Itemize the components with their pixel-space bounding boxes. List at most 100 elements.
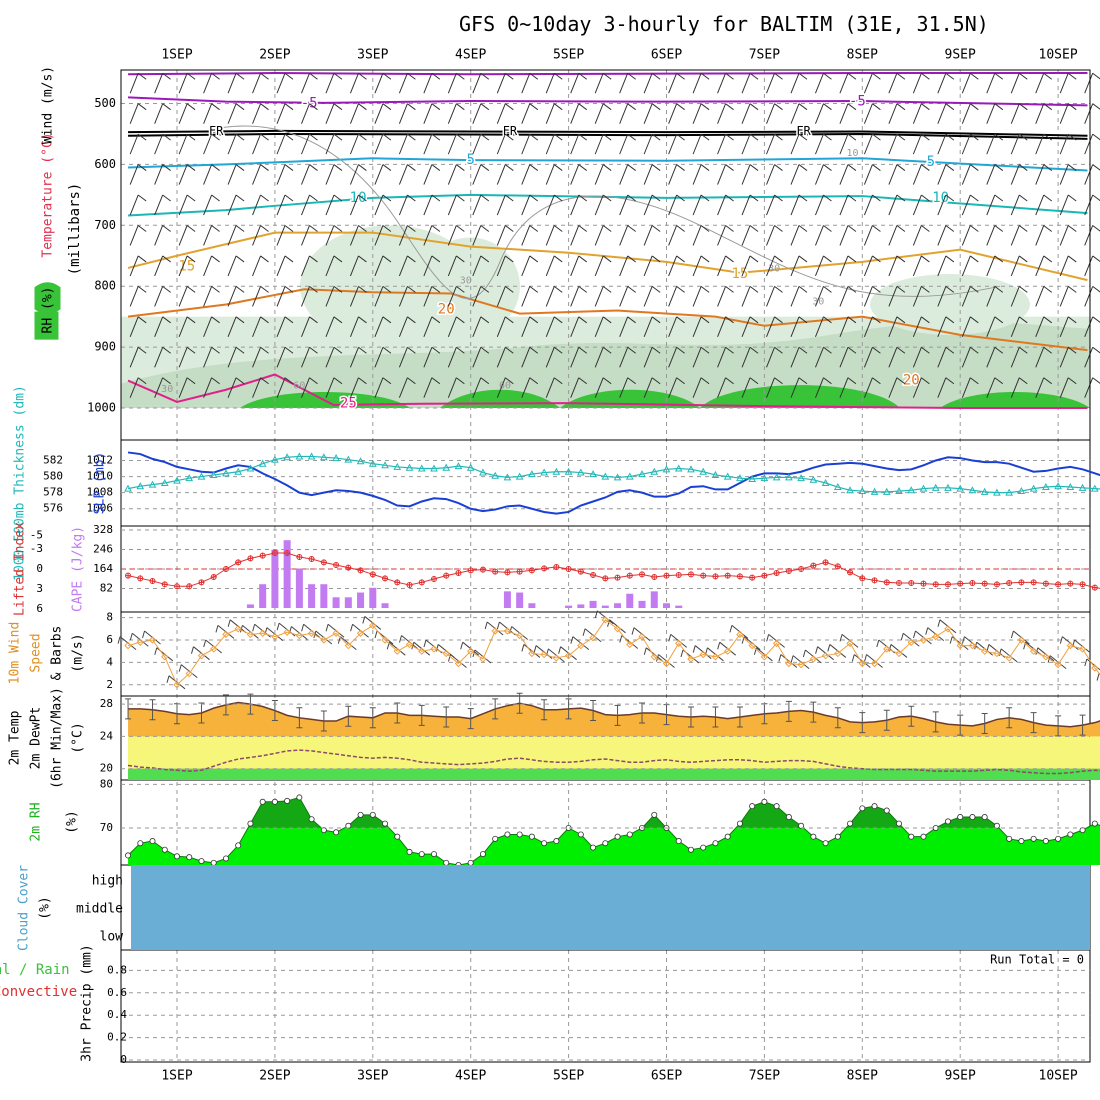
wind-barb (203, 72, 220, 94)
wind-speed-point (699, 650, 707, 659)
wind-barb (423, 225, 441, 246)
wind-barb (570, 103, 588, 124)
thickness-point (711, 470, 720, 478)
wind-barb (447, 316, 465, 338)
wind-barb (1035, 72, 1053, 94)
rh-point (369, 811, 376, 818)
wind-barb (1084, 377, 1100, 398)
wind-barb (374, 133, 392, 155)
precip-axis-label: 3hr Precip (mm) (80, 944, 95, 1061)
isotherm-label: FR (796, 124, 811, 138)
wind-tick-label: 8 (106, 611, 113, 624)
temperature-error-bar (320, 710, 327, 732)
wind-barb (178, 133, 196, 155)
wind-barb (863, 72, 881, 94)
wind-barb (912, 164, 930, 185)
wind-speed-line (127, 619, 1100, 686)
wind-speed-point (968, 641, 977, 650)
wind-barb (643, 255, 661, 277)
wind-barb (1010, 103, 1028, 124)
day-label-top: 4SEP (455, 48, 486, 63)
isotherm-line (128, 129, 1088, 137)
isotherm-label: 5 (466, 152, 474, 168)
rh-point (847, 820, 854, 827)
wind-barb (325, 346, 343, 368)
temperature-error-bar (222, 694, 229, 716)
wind-barb (252, 285, 269, 307)
li-point (125, 572, 132, 579)
wind-barb (349, 164, 367, 185)
wind-speed-point (944, 625, 952, 633)
wind-barb (276, 255, 294, 277)
wind-speed-point (919, 636, 928, 644)
li-point (369, 571, 376, 578)
dewpoint-line (127, 749, 1100, 775)
wind-barb (766, 194, 783, 216)
wind-barb (252, 255, 269, 277)
wind-speed-point (1029, 647, 1038, 655)
rh-area (128, 797, 1100, 865)
wind-barb (203, 164, 220, 185)
li-point (651, 573, 658, 580)
wind-barb (129, 255, 147, 277)
wind-barb (178, 194, 196, 216)
wind-barb (423, 377, 441, 398)
thickness-point (858, 486, 867, 495)
rh-point (467, 859, 474, 866)
li-point (700, 572, 707, 579)
wind-barb (692, 72, 710, 94)
wind-barb (545, 103, 563, 124)
temperature-error-bar (712, 706, 719, 728)
li-point (626, 572, 633, 579)
wind-barb (472, 164, 490, 185)
cape-axis-label: CAPE (J/kg) (71, 526, 86, 612)
wind-barb (790, 103, 808, 124)
temperature-error-bar (1006, 707, 1013, 729)
wind-barb (1010, 316, 1028, 338)
wind-barb (203, 255, 220, 277)
li-tick-label: 6 (36, 602, 43, 615)
wind-barb (154, 285, 171, 307)
wind-barb (961, 377, 979, 398)
wind-barb (423, 194, 441, 216)
thickness-point (1078, 483, 1087, 491)
li-point (418, 579, 425, 586)
wind-barb (1084, 255, 1100, 277)
wind-speed-point (956, 641, 964, 650)
wind-speed-point (797, 660, 805, 669)
li-point (1091, 584, 1098, 591)
rh-point (394, 833, 401, 840)
rh-point (1055, 835, 1062, 842)
wind-barb (178, 346, 196, 368)
wind-barb (839, 225, 857, 246)
wind-barb (374, 225, 392, 246)
cape-bar (589, 600, 597, 608)
wind-speed-point (834, 649, 842, 658)
wind-speed-point (1017, 636, 1026, 644)
wind-barb (766, 164, 783, 185)
wind-barb (815, 377, 832, 398)
wind-barb (961, 164, 979, 185)
dewpoint-axis-label: 2m DewPt (29, 707, 44, 770)
wind-speed-point (993, 649, 1001, 658)
rh-point (125, 852, 132, 859)
wind-speed-point (356, 629, 365, 637)
wind-barb (349, 346, 367, 368)
thickness-tick-label: 582 (43, 453, 63, 466)
cape-bar (381, 603, 389, 608)
wind-barb (986, 225, 1004, 246)
wind-tick-label: 4 (106, 655, 113, 668)
day-label-bottom: 1SEP (161, 1069, 192, 1084)
wind-barb (545, 346, 563, 368)
li-point (320, 559, 327, 566)
rh-point (284, 797, 291, 804)
rh-region-wet (700, 385, 900, 408)
cloud-row-label: middle (76, 902, 123, 917)
wind-barb (937, 285, 955, 307)
li-point (969, 579, 976, 586)
wind-barb (815, 346, 832, 368)
rh-point (271, 798, 278, 805)
rh-region-light (420, 237, 520, 335)
rh-point (810, 833, 817, 840)
rh-point (149, 838, 156, 845)
